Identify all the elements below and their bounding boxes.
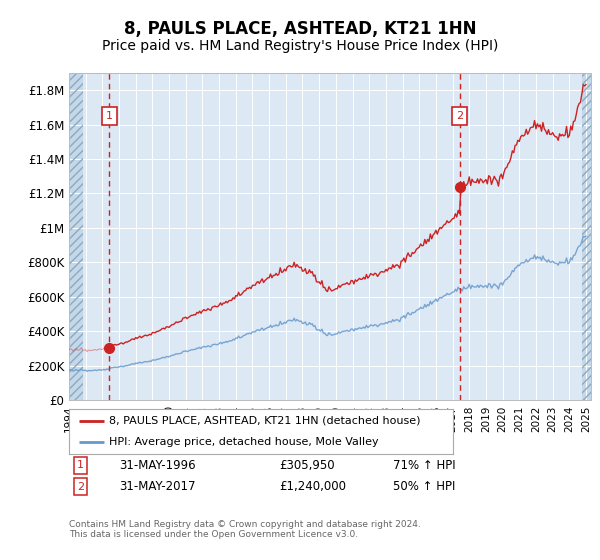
Text: 1: 1 (106, 111, 113, 121)
Text: 31-MAY-2017: 31-MAY-2017 (119, 480, 196, 493)
Bar (69, 73, 83, 400)
Text: 31-MAY-1996: 31-MAY-1996 (119, 459, 196, 472)
Text: 2: 2 (456, 111, 463, 121)
Text: 1: 1 (77, 460, 84, 470)
Text: £1,240,000: £1,240,000 (279, 480, 346, 493)
Bar (582, 73, 591, 400)
Text: 8, PAULS PLACE, ASHTEAD, KT21 1HN: 8, PAULS PLACE, ASHTEAD, KT21 1HN (124, 20, 476, 38)
Text: 71% ↑ HPI: 71% ↑ HPI (393, 459, 455, 472)
Text: 50% ↑ HPI: 50% ↑ HPI (393, 480, 455, 493)
Text: £305,950: £305,950 (279, 459, 334, 472)
Text: 8, PAULS PLACE, ASHTEAD, KT21 1HN (detached house): 8, PAULS PLACE, ASHTEAD, KT21 1HN (detac… (109, 416, 421, 426)
Text: 2: 2 (77, 482, 84, 492)
Bar (69, 73, 83, 400)
Bar (582, 73, 591, 400)
Text: HPI: Average price, detached house, Mole Valley: HPI: Average price, detached house, Mole… (109, 436, 379, 446)
Text: Price paid vs. HM Land Registry's House Price Index (HPI): Price paid vs. HM Land Registry's House … (102, 39, 498, 53)
Text: Contains HM Land Registry data © Crown copyright and database right 2024.
This d: Contains HM Land Registry data © Crown c… (69, 520, 421, 539)
